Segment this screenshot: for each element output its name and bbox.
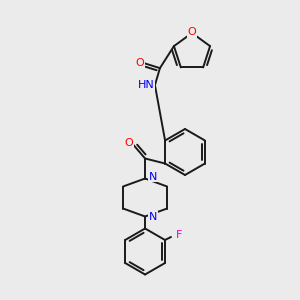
Text: HN: HN [138,80,154,90]
Text: O: O [136,58,144,68]
Text: O: O [125,137,134,148]
Text: N: N [149,212,157,221]
Text: O: O [188,27,196,37]
Text: N: N [149,172,157,182]
Text: F: F [176,230,182,240]
